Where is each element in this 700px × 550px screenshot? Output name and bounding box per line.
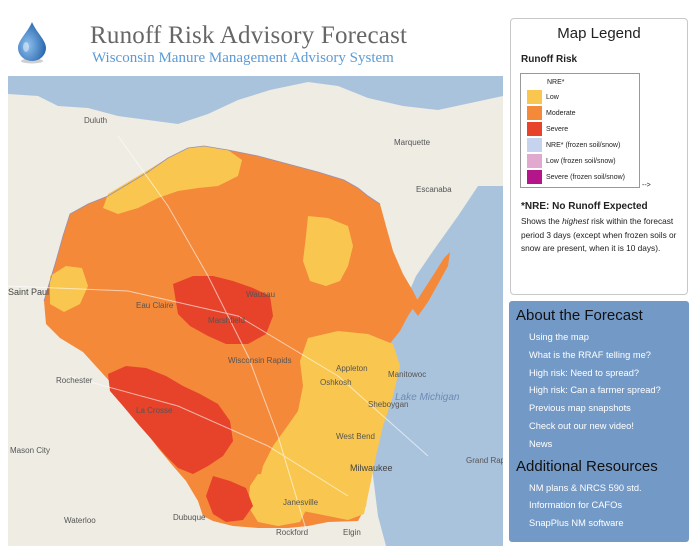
legend-swatch [527, 90, 542, 104]
link-nm-plans[interactable]: NM plans & NRCS 590 std. [529, 482, 642, 493]
nre-footnote: *NRE: No Runoff Expected [521, 201, 648, 212]
map-label-milwaukee: Milwaukee [350, 463, 393, 473]
legend-item-low: Low [527, 90, 559, 104]
legend-item-nre-frozen: NRE* (frozen soil/snow) [527, 138, 620, 152]
map-label-manitowoc: Manitowoc [388, 370, 427, 379]
map-label-saint-paul: Saint Paul [8, 287, 50, 297]
low-region-east [258, 331, 400, 520]
map-label-elgin: Elgin [343, 528, 361, 537]
map-label-marshfield: Marshfield [208, 316, 245, 325]
map-label-la-crosse: La Crosse [136, 406, 173, 415]
map-legend: Map Legend Runoff Risk NRE* Low Moderate… [510, 18, 688, 295]
legend-swatch-list: NRE* Low Moderate Severe NRE* (frozen so… [520, 73, 640, 188]
map-label-west-bend: West Bend [336, 432, 375, 441]
legend-item-low-frozen: Low (frozen soil/snow) [527, 154, 616, 168]
map-label-mason-city: Mason City [10, 446, 51, 455]
legend-item-severe: Severe [527, 122, 568, 136]
map-label-sheboygan: Sheboygan [368, 400, 409, 409]
low-region-north [103, 146, 242, 214]
legend-subtitle: Runoff Risk [521, 54, 578, 65]
map-label-appleton: Appleton [336, 364, 368, 373]
link-snapplus[interactable]: SnapPlus NM software [529, 518, 624, 529]
additional-resources-heading: Additional Resources [516, 457, 658, 475]
runoff-risk-map[interactable]: Duluth Marquette Escanaba Saint Paul Eau… [8, 76, 503, 546]
link-what-is-rraf[interactable]: What is the RRAF telling me? [529, 349, 651, 360]
lake-michigan [370, 186, 503, 546]
page-title: Runoff Risk Advisory Forecast [90, 22, 408, 49]
map-label-rochester: Rochester [56, 376, 93, 385]
link-need-to-spread[interactable]: High risk: Need to spread? [529, 367, 640, 378]
legend-desc-end: risk within the forecast period 3 days (… [521, 216, 677, 253]
legend-item-moderate: Moderate [527, 106, 576, 120]
link-previous-snapshots[interactable]: Previous map snapshots [529, 403, 631, 414]
legend-swatch [527, 138, 542, 152]
map-label-grand-rapids: Grand Rapids [466, 456, 503, 465]
low-region-northeast [303, 216, 353, 286]
map-label-eau-claire: Eau Claire [136, 301, 174, 310]
state-border [43, 145, 381, 302]
map-label-wausau: Wausau [246, 290, 276, 299]
link-cafos[interactable]: Information for CAFOs [529, 500, 622, 511]
map-label-lake-michigan: Lake Michigan [395, 392, 460, 403]
severe-region-central [173, 276, 273, 344]
legend-label: Severe (frozen soil/snow) [546, 173, 625, 181]
map-label-wisconsin-rapids: Wisconsin Rapids [228, 356, 292, 365]
map-label-oshkosh: Oshkosh [320, 378, 352, 387]
info-panel: About the Forecast Using the map What is… [509, 301, 689, 542]
severe-region-south [206, 476, 253, 522]
legend-desc-start: Shows the [521, 216, 563, 226]
map-label-janesville: Janesville [283, 498, 319, 507]
map-label-marquette: Marquette [394, 138, 431, 147]
lake-superior [8, 76, 503, 124]
page-subtitle: Wisconsin Manure Management Advisory Sys… [92, 50, 394, 66]
page-header: Runoff Risk Advisory Forecast Wisconsin … [0, 0, 505, 74]
legend-label: NRE* (frozen soil/snow) [546, 141, 621, 149]
severe-region-southwest [108, 366, 233, 474]
legend-item-nre: NRE* [547, 79, 565, 86]
door-peninsula [412, 252, 450, 316]
road-lines [8, 135, 429, 537]
map-label-dubuque: Dubuque [173, 513, 206, 522]
legend-label: Moderate [546, 109, 576, 117]
legend-swatch [527, 170, 542, 184]
about-forecast-heading: About the Forecast [516, 307, 643, 324]
link-news[interactable]: News [529, 438, 553, 449]
legend-title: Map Legend [557, 25, 641, 42]
legend-desc-emphasis: highest [562, 216, 589, 226]
legend-item-severe-frozen: Severe (frozen soil/snow) [527, 170, 625, 184]
legend-label: Low (frozen soil/snow) [546, 157, 616, 165]
map-label-escanaba: Escanaba [416, 185, 452, 194]
legend-label: Low [546, 93, 559, 101]
link-new-video[interactable]: Check out our new video! [529, 420, 634, 431]
legend-swatch [527, 106, 542, 120]
map-label-waterloo: Waterloo [64, 516, 96, 525]
legend-swatch [527, 154, 542, 168]
legend-arrow: --> [642, 182, 651, 189]
map-canvas[interactable] [8, 76, 503, 546]
map-label-duluth: Duluth [84, 116, 108, 125]
legend-description: Shows the highest risk within the foreca… [521, 215, 686, 256]
legend-label: Severe [546, 125, 569, 133]
legend-swatch [527, 122, 542, 136]
link-using-the-map[interactable]: Using the map [529, 332, 589, 342]
water-drop-icon [18, 22, 46, 64]
map-label-rockford: Rockford [276, 528, 309, 537]
link-can-farmer-spread[interactable]: High risk: Can a farmer spread? [529, 385, 661, 396]
